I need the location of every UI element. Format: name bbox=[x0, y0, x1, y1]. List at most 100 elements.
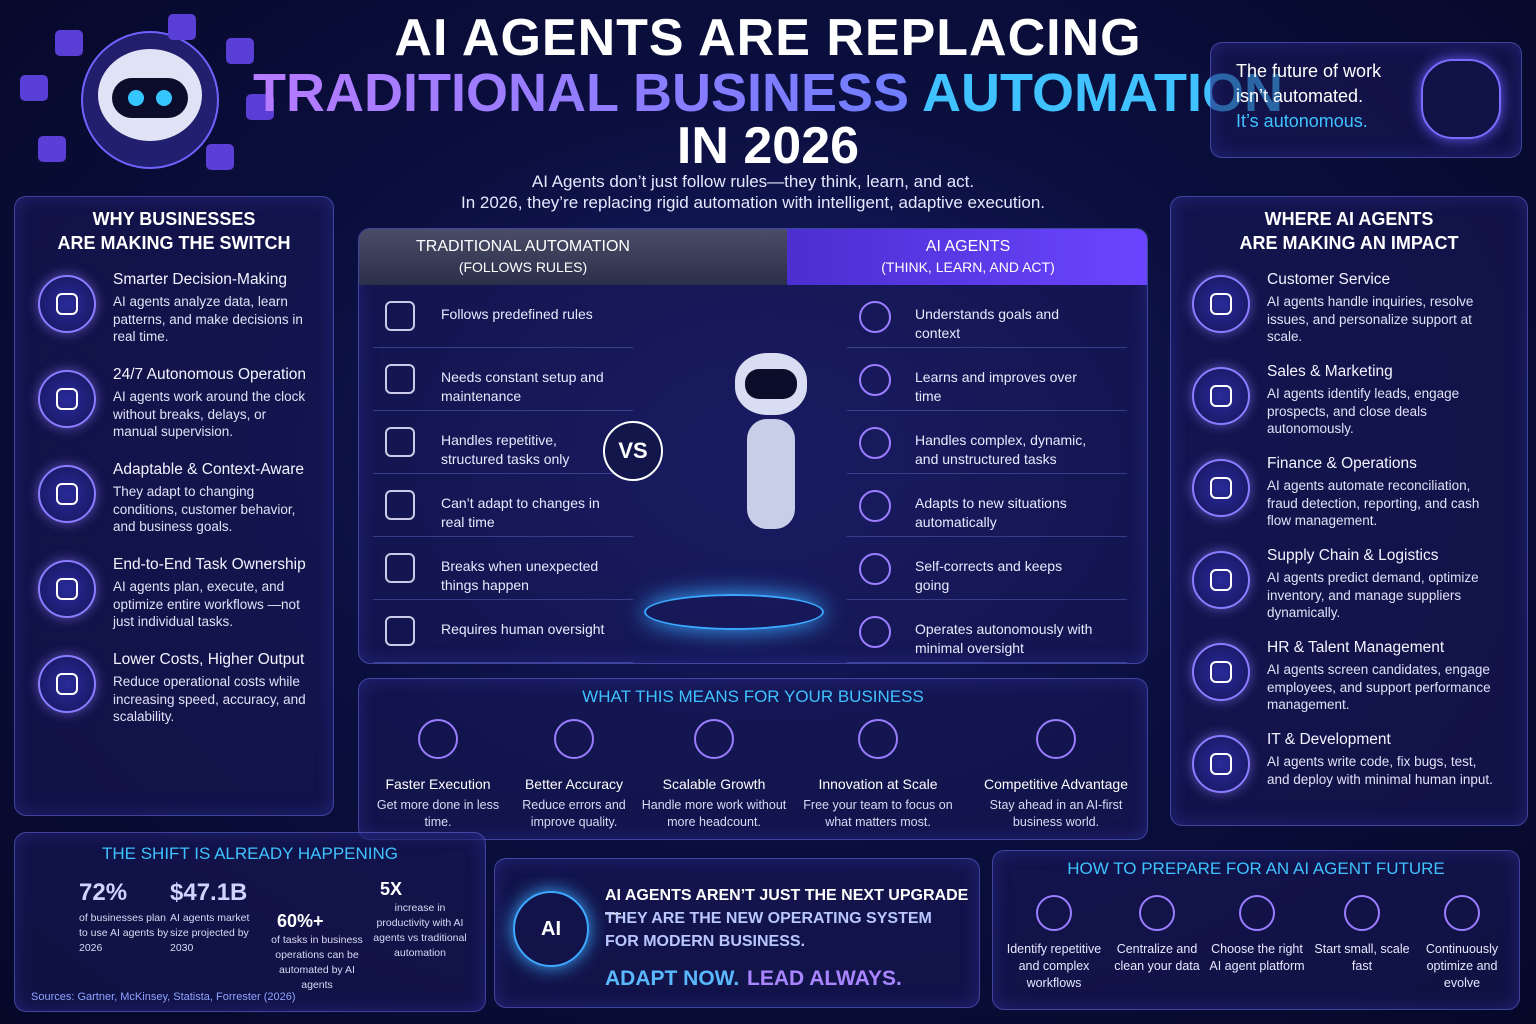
benefit-title: Innovation at Scale bbox=[818, 776, 938, 792]
row-text: Adapts to new situations automatically bbox=[915, 495, 1067, 530]
column-title: AI AGENTS bbox=[925, 238, 1011, 255]
benefit-text: Handle more work without more headcount. bbox=[641, 798, 787, 829]
benefit-icon bbox=[858, 719, 898, 759]
benefit-icon bbox=[1036, 719, 1076, 759]
comparison-panel: TRADITIONAL AUTOMATION (FOLLOWS RULES) AI … bbox=[358, 228, 1148, 664]
section-title: THE SHIFT IS ALREADY HAPPENING bbox=[101, 844, 398, 863]
quote-line: isn’t automated. bbox=[1236, 86, 1364, 106]
item-icon bbox=[38, 560, 96, 618]
title-highlight: TRADITIONAL BUSINESS bbox=[252, 63, 910, 123]
row-icon bbox=[859, 553, 891, 585]
item-icon bbox=[1192, 735, 1250, 793]
step-text: Start small, scale fast bbox=[1314, 942, 1410, 973]
row-icon bbox=[385, 616, 415, 646]
stat-label: increase in productivity with AI agents … bbox=[373, 902, 467, 959]
row-text: Requires human oversight bbox=[441, 621, 605, 637]
row-text: Handles repetitive, structured tasks onl… bbox=[441, 432, 570, 467]
robot-glow bbox=[644, 594, 824, 630]
brain-icon bbox=[1421, 59, 1501, 139]
subtitle: In 2026, they’re replacing rigid automat… bbox=[460, 193, 1046, 212]
shift-panel: THE SHIFT IS ALREADY HAPPENING 72% of busi… bbox=[14, 832, 486, 1012]
row-text: Follows predefined rules bbox=[441, 306, 593, 322]
row-divider bbox=[373, 536, 633, 537]
impact-panel: WHERE AI AGENTS ARE MAKING AN IMPACT Custo… bbox=[1170, 196, 1528, 826]
step-text: Choose the right AI agent platform bbox=[1209, 942, 1305, 973]
banner-line: AI AGENTS AREN’T JUST THE NEXT UPGRADE— bbox=[605, 887, 969, 922]
stat-label: of tasks in business operations can be a… bbox=[271, 934, 363, 991]
prepare-panel: HOW TO PREPARE FOR AN AI AGENT FUTURE Ide… bbox=[992, 850, 1520, 1010]
panel-title: WHERE AI AGENTS bbox=[1264, 209, 1434, 229]
item-text: AI agents work around the clock without … bbox=[113, 389, 306, 439]
item-text: AI agents handle inquiries, resolve issu… bbox=[1267, 294, 1474, 344]
item-icon bbox=[1192, 275, 1250, 333]
item-icon bbox=[38, 275, 96, 333]
row-divider bbox=[847, 347, 1127, 348]
row-icon bbox=[385, 301, 415, 331]
row-divider bbox=[847, 473, 1127, 474]
row-text: Breaks when unexpected things happen bbox=[441, 558, 599, 593]
means-panel: WHAT THIS MEANS FOR YOUR BUSINESS Faster … bbox=[358, 678, 1148, 840]
item-text: AI agents analyze data, learn patterns, … bbox=[113, 294, 303, 344]
item-text: AI agents identify leads, engage prospec… bbox=[1267, 386, 1460, 436]
benefit-icon bbox=[694, 719, 734, 759]
row-divider bbox=[847, 599, 1127, 600]
row-icon bbox=[385, 364, 415, 394]
section-title: WHAT THIS MEANS FOR YOUR BUSINESS bbox=[582, 687, 924, 706]
left-header bbox=[359, 229, 787, 285]
item-text: AI agents predict demand, optimize inven… bbox=[1267, 570, 1479, 620]
sources: Sources: Gartner, McKinsey, Statista, Fo… bbox=[31, 991, 296, 1003]
step-text: Centralize and clean your data bbox=[1114, 942, 1200, 973]
step-icon bbox=[1444, 895, 1480, 931]
item-title: Adaptable & Context-Aware bbox=[113, 461, 304, 478]
row-icon bbox=[859, 301, 891, 333]
benefit-text: Stay ahead in an AI-first business world… bbox=[989, 798, 1123, 829]
item-icon bbox=[1192, 643, 1250, 701]
item-text: Reduce operational costs while increasin… bbox=[113, 674, 306, 724]
subtitle: AI Agents don’t just follow rules—they t… bbox=[531, 172, 975, 191]
stat-label: AI agents market size projected by 2030 bbox=[170, 912, 250, 954]
banner-panel: AI AI AGENTS AREN’T JUST THE NEXT UPGRADE… bbox=[494, 858, 980, 1008]
stat-value: $47.1B bbox=[170, 879, 248, 906]
item-title: Customer Service bbox=[1267, 271, 1391, 288]
column-title: TRADITIONAL AUTOMATION bbox=[416, 238, 630, 255]
item-title: HR & Talent Management bbox=[1267, 639, 1445, 656]
vs-badge: VS bbox=[603, 421, 663, 481]
benefit-title: Better Accuracy bbox=[524, 776, 624, 792]
row-divider bbox=[847, 662, 1127, 663]
right-header bbox=[787, 229, 1147, 285]
row-icon bbox=[385, 490, 415, 520]
benefit-title: Competitive Advantage bbox=[984, 776, 1128, 792]
row-text: Learns and improves over time bbox=[915, 369, 1077, 404]
row-divider bbox=[373, 473, 633, 474]
title-line: IN 2026 bbox=[676, 117, 860, 175]
item-title: Finance & Operations bbox=[1267, 455, 1417, 472]
row-divider bbox=[847, 536, 1127, 537]
title-line: AI AGENTS ARE REPLACING bbox=[394, 9, 1142, 67]
benefit-title: Scalable Growth bbox=[662, 776, 766, 792]
row-divider bbox=[847, 410, 1127, 411]
item-text: AI agents write code, fix bugs, test, an… bbox=[1267, 754, 1493, 787]
benefit-icon bbox=[418, 719, 458, 759]
panel-title: ARE MAKING AN IMPACT bbox=[1239, 233, 1459, 253]
item-text: They adapt to changing conditions, custo… bbox=[113, 484, 296, 534]
item-title: End-to-End Task Ownership bbox=[113, 556, 306, 573]
item-icon bbox=[38, 370, 96, 428]
benefit-icon bbox=[554, 719, 594, 759]
item-text: AI agents screen candidates, engage empl… bbox=[1267, 662, 1491, 712]
benefit-title: Faster Execution bbox=[385, 776, 491, 792]
banner-line: FOR MODERN BUSINESS. bbox=[605, 933, 806, 950]
step-text: Identify repetitive and complex workflow… bbox=[1006, 942, 1102, 990]
row-icon bbox=[859, 490, 891, 522]
benefit-text: Reduce errors and improve quality. bbox=[522, 798, 626, 829]
robot-body bbox=[747, 419, 795, 529]
why-panel: WHY BUSINESSES ARE MAKING THE SWITCH Smart… bbox=[14, 196, 334, 816]
item-icon bbox=[38, 465, 96, 523]
step-text: Continuously optimize and evolve bbox=[1425, 942, 1499, 990]
banner-line: THEY ARE THE NEW OPERATING SYSTEM bbox=[605, 910, 932, 927]
item-icon bbox=[38, 655, 96, 713]
stat-value: 72% bbox=[79, 879, 128, 906]
row-icon bbox=[859, 364, 891, 396]
ai-icon: AI bbox=[513, 891, 589, 967]
row-text: Operates autonomously with minimal overs… bbox=[915, 621, 1093, 656]
